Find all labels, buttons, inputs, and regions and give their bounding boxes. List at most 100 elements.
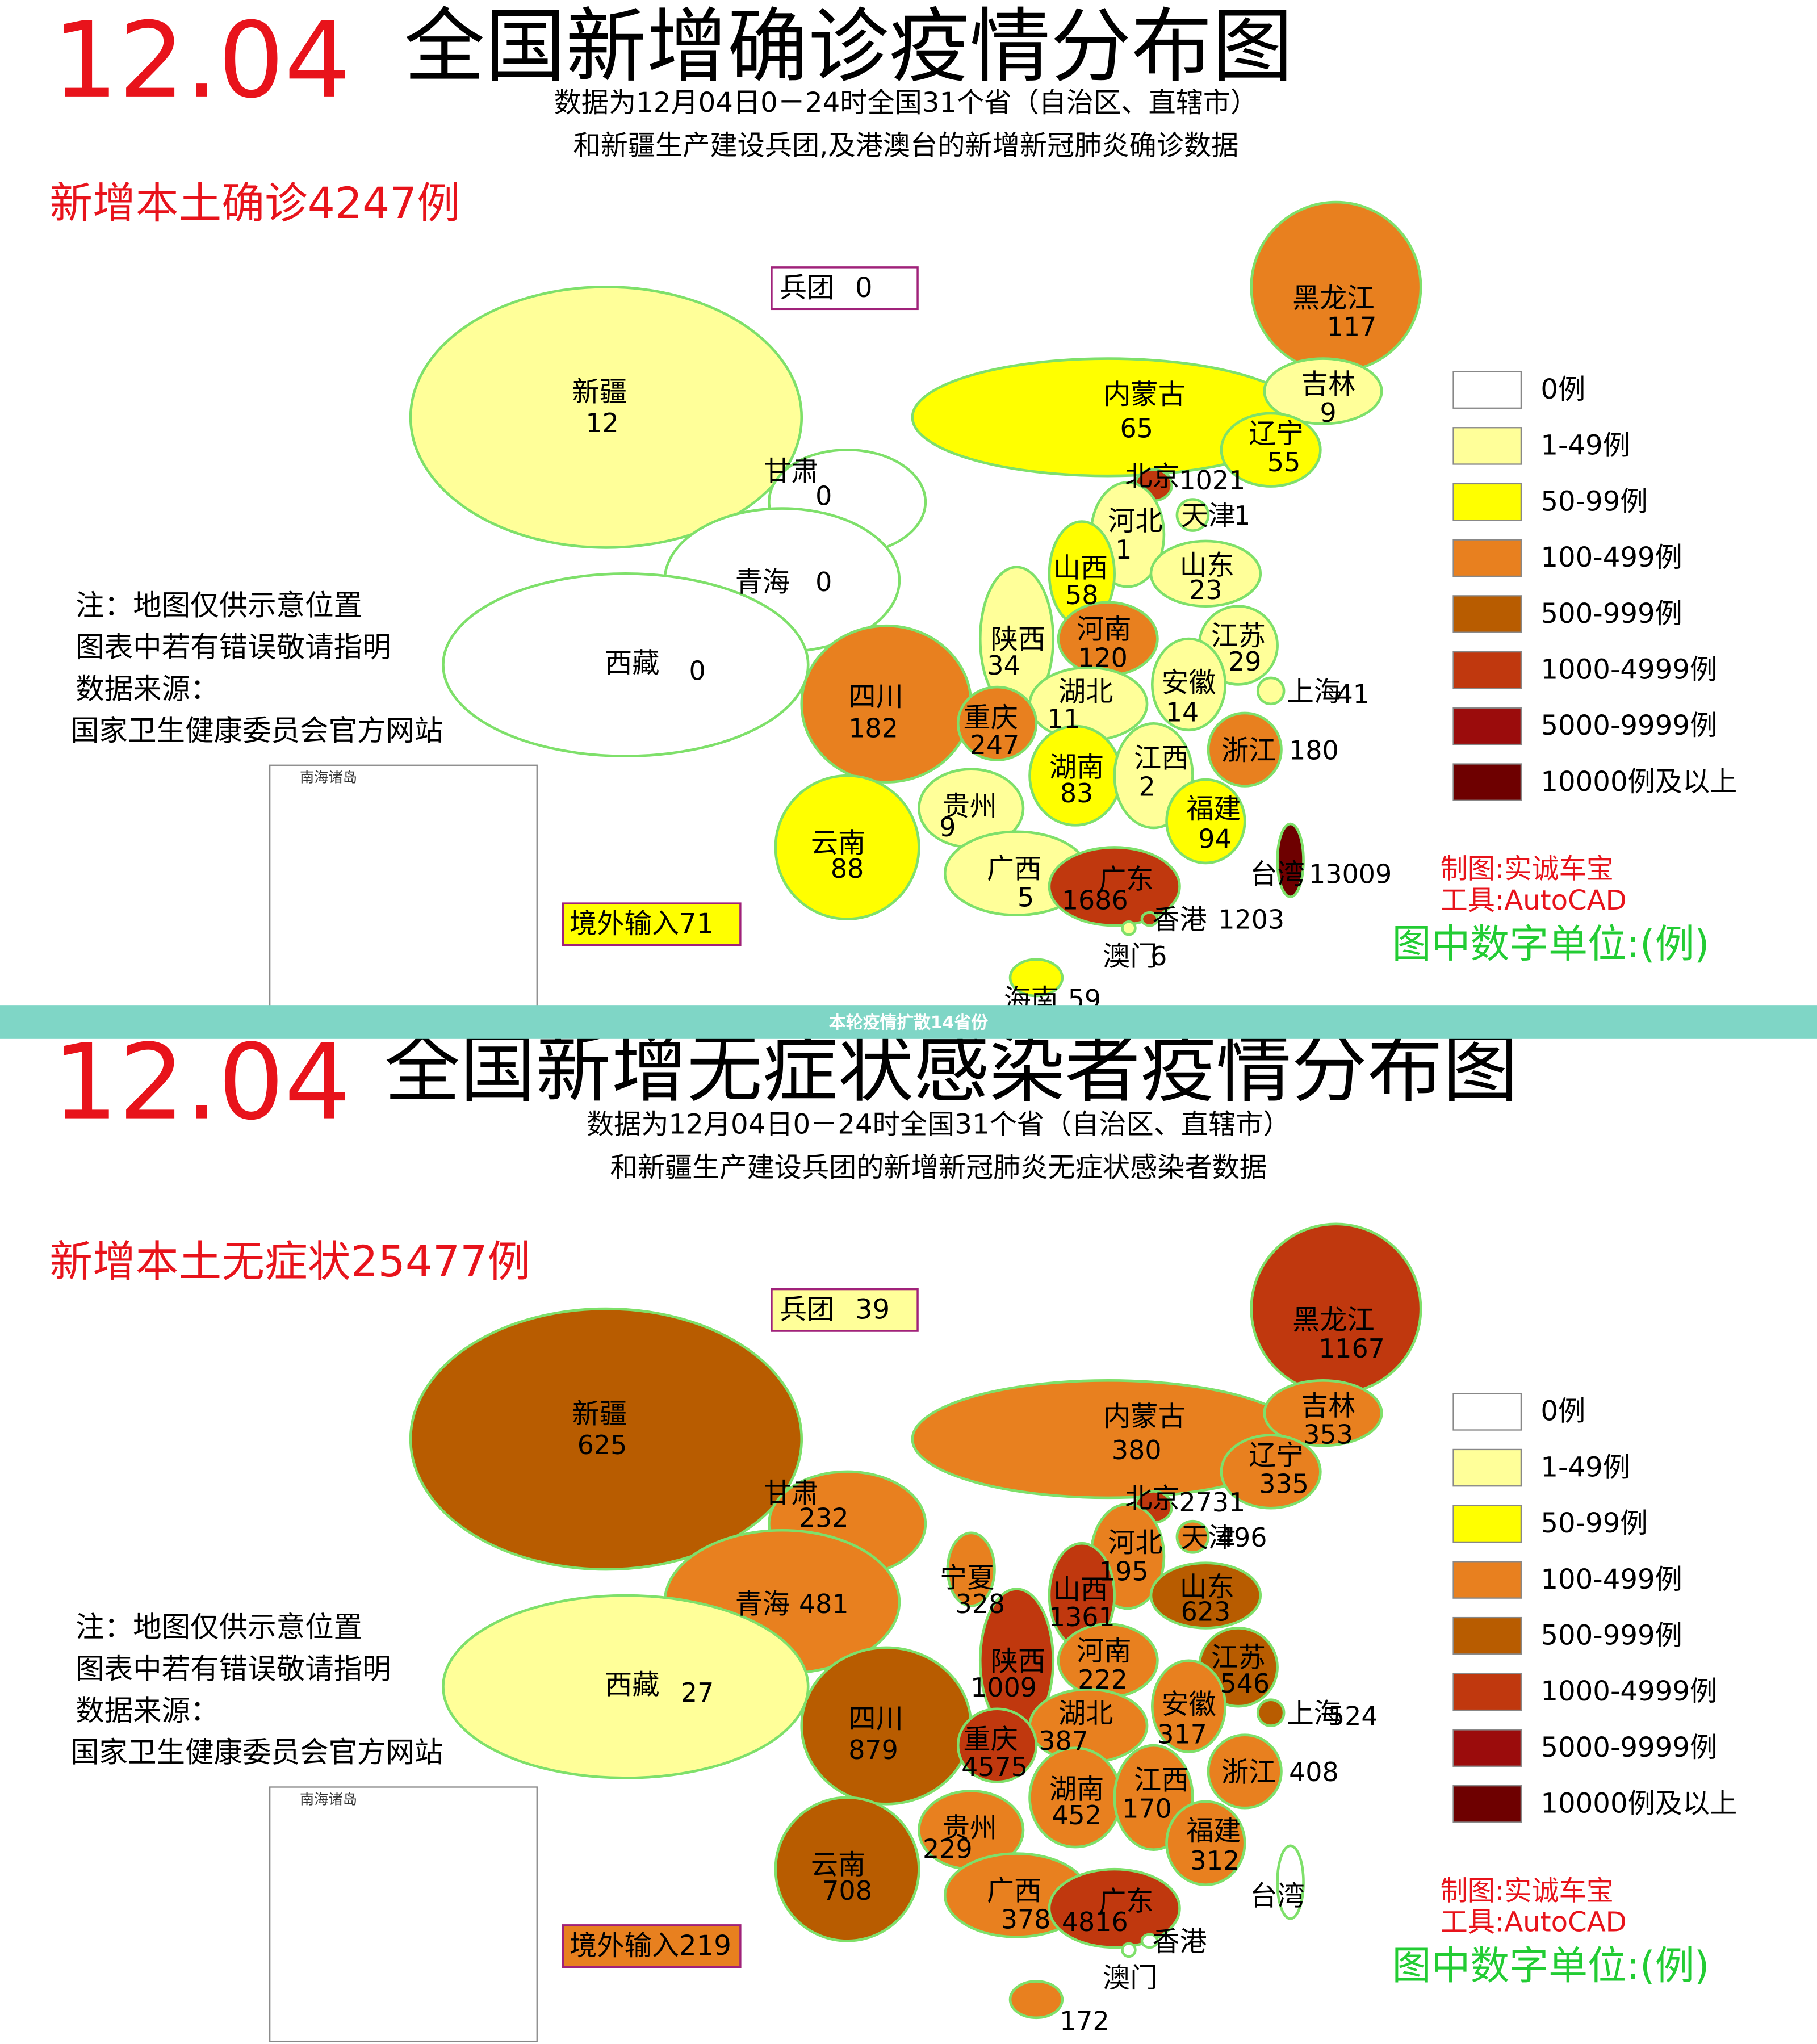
province-value: 1 [1115, 534, 1132, 565]
province-name: 河南 [1077, 613, 1131, 645]
legend-label: 0例 [1540, 374, 1585, 405]
banner-text: 本轮疫情扩散14省份 [829, 1013, 988, 1033]
province-value: 380 [1112, 1435, 1162, 1465]
imported-label: 境外输入 [570, 908, 679, 940]
province-name: 澳门 [1103, 941, 1157, 973]
subtitle: 数据为12月04日0－24时全国31个省（自治区、直辖市） [554, 87, 1258, 119]
province-name: 辽宁 [1249, 418, 1303, 450]
province-name: 青海 [735, 567, 790, 598]
province-area [1121, 1942, 1137, 1958]
province-area [1048, 846, 1181, 927]
province-area [956, 685, 1038, 761]
subtitle: 和新疆生产建设兵团的新增新冠肺炎无症状感染者数据 [610, 1151, 1267, 1183]
province-area [1008, 1980, 1064, 2020]
province-area [442, 1594, 810, 1779]
legend-swatch [1452, 371, 1522, 409]
province-value: 23 [1189, 575, 1222, 605]
province-value: 222 [1078, 1664, 1128, 1695]
banner-strip [0, 1005, 1817, 1039]
legend-label: 50-99例 [1540, 1507, 1647, 1539]
province-area [1256, 1698, 1286, 1727]
legend-label: 500-999例 [1540, 1620, 1682, 1652]
province-name: 香港 [1152, 1926, 1207, 1958]
province-value: 879 [848, 1735, 898, 1765]
inset-frame [269, 1786, 538, 2042]
province-name: 云南 [811, 827, 865, 859]
province-name: 甘肃 [764, 456, 818, 488]
province-name: 上海 [1287, 1698, 1341, 1729]
province-name: 甘肃 [764, 1477, 818, 1509]
province-name: 山西 [1053, 552, 1108, 584]
province-area [1140, 1933, 1159, 1949]
province-value: 170 [1122, 1793, 1172, 1824]
province-area [774, 1796, 920, 1942]
province-value: 247 [970, 730, 1020, 760]
province-value: 452 [1052, 1800, 1102, 1831]
province-value: 9 [939, 812, 956, 843]
province-name: 上海 [1287, 676, 1341, 708]
province-area [442, 572, 810, 758]
province-name: 陕西 [991, 1645, 1045, 1677]
legend-swatch [1452, 763, 1522, 801]
province-name: 福建 [1186, 793, 1241, 825]
province-name: 新疆 [572, 376, 627, 408]
province-area [1263, 357, 1383, 425]
province-name: 青海 [735, 1588, 790, 1620]
imported-box [562, 902, 742, 946]
legend-label: 500-999例 [1540, 598, 1682, 630]
province-name: 山西 [1053, 1574, 1108, 1606]
province-name: 台湾 [1250, 1880, 1304, 1912]
legend-swatch [1452, 483, 1522, 521]
province-name: 湖南 [1049, 1773, 1104, 1805]
province-value: 4575 [961, 1752, 1028, 1782]
province-area [1276, 1844, 1305, 1920]
province-value: 9 [1320, 397, 1337, 428]
corps-label: 兵团 [780, 1294, 834, 1326]
note: 国家卫生健康委员会官方网站 [70, 714, 443, 747]
province-area [1149, 1561, 1262, 1630]
province-name: 贵州 [943, 1812, 997, 1844]
note: 注：地图仅供示意位置 [76, 589, 362, 622]
province-name: 陕西 [991, 624, 1045, 656]
total: 新增本土确诊4247例 [49, 178, 460, 228]
inset-label: 南海诸岛 [300, 769, 357, 786]
province-name: 浙江 [1221, 1757, 1276, 1789]
province-name: 云南 [811, 1849, 865, 1881]
credit: 工具:AutoCAD [1441, 1907, 1627, 1938]
province-value: 58 [1065, 580, 1098, 610]
province-area [409, 1307, 803, 1571]
province-area [946, 1531, 996, 1607]
note: 图表中若有错误敬请指明 [76, 630, 391, 664]
province-area [1175, 1519, 1210, 1554]
legend-swatch [1452, 1561, 1522, 1599]
province-name: 北京 [1125, 461, 1179, 493]
province-name: 河北 [1108, 505, 1162, 537]
legend-swatch [1452, 595, 1522, 633]
legend-swatch [1452, 1673, 1522, 1711]
province-name: 河南 [1077, 1635, 1131, 1667]
province-area [1256, 676, 1286, 706]
province-name: 安徽 [1161, 667, 1216, 698]
province-value: 182 [848, 713, 898, 743]
unit-note: 图中数字单位:(例) [1392, 922, 1710, 967]
province-area [956, 1707, 1038, 1783]
province-value: 1167 [1318, 1333, 1385, 1364]
province-value: 120 [1078, 642, 1128, 673]
province-name: 广东 [1099, 864, 1153, 895]
legend-swatch [1452, 651, 1522, 689]
province-value: 14 [1166, 697, 1199, 728]
province-name: 浙江 [1221, 735, 1276, 767]
province-value: 5 [1018, 882, 1034, 913]
province-value: 88 [831, 853, 864, 884]
province-name: 广西 [987, 853, 1041, 885]
legend-swatch [1452, 1729, 1522, 1767]
province-value: 0 [815, 481, 832, 512]
unit-note: 图中数字单位:(例) [1392, 1944, 1710, 1989]
legend-label: 1000-4999例 [1540, 654, 1717, 685]
province-name: 湖南 [1049, 752, 1104, 784]
legend-label: 10000例及以上 [1540, 766, 1737, 798]
province-value: 55 [1267, 447, 1300, 478]
province-value: 172 [1060, 2005, 1110, 2036]
province-name: 江西 [1134, 1764, 1188, 1796]
